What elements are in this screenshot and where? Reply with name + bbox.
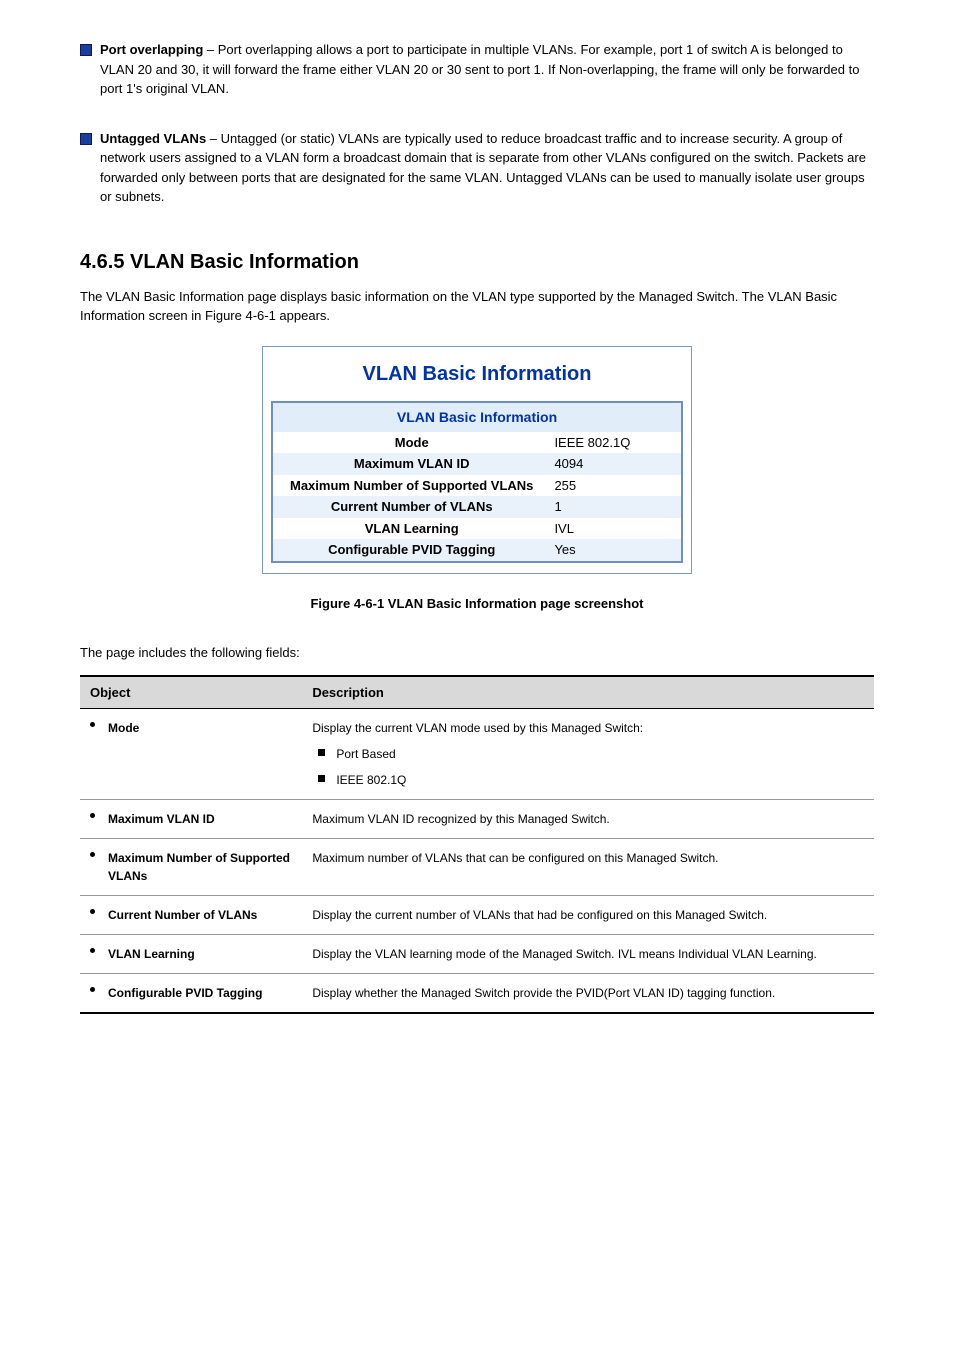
vlan-info-panel: VLAN Basic Information VLAN Basic Inform… <box>262 346 692 574</box>
figure-caption: Figure 4-6-1 VLAN Basic Information page… <box>80 594 874 614</box>
vlan-row: Maximum VLAN ID4094 <box>273 453 681 475</box>
bullet-dot-icon <box>90 813 95 818</box>
object-name: Maximum VLAN ID <box>108 812 215 826</box>
vlan-row-label: Maximum Number of Supported VLANs <box>273 475 550 497</box>
vlan-row-label: Current Number of VLANs <box>273 496 550 518</box>
object-cell: Current Number of VLANs <box>80 896 302 935</box>
sub-item-text: IEEE 802.1Q <box>336 773 406 787</box>
vlan-row: Current Number of VLANs1 <box>273 496 681 518</box>
object-cell: VLAN Learning <box>80 935 302 974</box>
object-name: VLAN Learning <box>108 947 195 961</box>
description-text: Maximum VLAN ID recognized by this Manag… <box>312 810 864 828</box>
obj-rows-container: Mode Display the current VLAN mode used b… <box>80 709 874 1014</box>
object-name: Mode <box>108 721 139 735</box>
table-row: Configurable PVID Tagging Display whether… <box>80 974 874 1014</box>
object-cell: Maximum Number of Supported VLANs <box>80 839 302 896</box>
bullet-dot-icon <box>90 987 95 992</box>
vlan-rows-container: ModeIEEE 802.1QMaximum VLAN ID4094Maximu… <box>273 432 681 561</box>
object-cell: Mode <box>80 709 302 800</box>
description-cell: Maximum VLAN ID recognized by this Manag… <box>302 800 874 839</box>
section-desc: The VLAN Basic Information page displays… <box>80 287 874 326</box>
vlan-row: ModeIEEE 802.1Q <box>273 432 681 454</box>
table-row: VLAN Learning Display the VLAN learning m… <box>80 935 874 974</box>
object-name: Configurable PVID Tagging <box>108 986 262 1000</box>
object-cell: Maximum VLAN ID <box>80 800 302 839</box>
description-cell: Display the VLAN learning mode of the Ma… <box>302 935 874 974</box>
bullet-dot-icon <box>90 852 95 857</box>
table-row: Maximum VLAN ID Maximum VLAN ID recognize… <box>80 800 874 839</box>
vlan-row-value: IVL <box>550 518 681 540</box>
vlan-panel-title: VLAN Basic Information <box>271 359 683 389</box>
vlan-inner-table: VLAN Basic Information ModeIEEE 802.1QMa… <box>271 401 683 563</box>
section-heading: 4.6.5 VLAN Basic Information <box>80 247 874 277</box>
description-text: Maximum number of VLANs that can be conf… <box>312 849 864 867</box>
vlan-inner-header: VLAN Basic Information <box>273 403 681 432</box>
vlan-row: Maximum Number of Supported VLANs255 <box>273 475 681 497</box>
description-cell: Display the current VLAN mode used by th… <box>302 709 874 800</box>
bullet-dot-icon <box>90 948 95 953</box>
object-description-table: Object Description Mode Display the curre… <box>80 675 874 1015</box>
description-text: Display whether the Managed Switch provi… <box>312 984 864 1002</box>
description-text: Display the VLAN learning mode of the Ma… <box>312 945 864 963</box>
vlan-row-value: 1 <box>550 496 681 518</box>
vlan-row: Configurable PVID TaggingYes <box>273 539 681 561</box>
table-row: Mode Display the current VLAN mode used b… <box>80 709 874 800</box>
description-sub-item: Port Based <box>312 745 864 763</box>
fields-intro: The page includes the following fields: <box>80 643 874 663</box>
table-header-object: Object <box>80 676 302 709</box>
bullet-text: – Port overlapping allows a port to part… <box>100 42 859 96</box>
table-row: Current Number of VLANs Display the curre… <box>80 896 874 935</box>
bullet-text: – Untagged (or static) VLANs are typical… <box>100 131 866 205</box>
bullet-icon <box>80 133 92 145</box>
square-bullet-icon <box>318 749 325 756</box>
sub-item-text: Port Based <box>336 747 395 761</box>
vlan-row-label: VLAN Learning <box>273 518 550 540</box>
description-text: Display the current number of VLANs that… <box>312 906 864 924</box>
description-cell: Display whether the Managed Switch provi… <box>302 974 874 1014</box>
vlan-row-value: 4094 <box>550 453 681 475</box>
vlan-row-label: Maximum VLAN ID <box>273 453 550 475</box>
vlan-row-label: Configurable PVID Tagging <box>273 539 550 561</box>
description-cell: Maximum number of VLANs that can be conf… <box>302 839 874 896</box>
bullet-dot-icon <box>90 909 95 914</box>
bullet-icon <box>80 44 92 56</box>
description-cell: Display the current number of VLANs that… <box>302 896 874 935</box>
description-sub-item: IEEE 802.1Q <box>312 771 864 789</box>
object-name: Maximum Number of Supported VLANs <box>108 851 290 883</box>
object-name: Current Number of VLANs <box>108 908 257 922</box>
bullet-title: Port overlapping <box>100 42 203 57</box>
vlan-row-value: 255 <box>550 475 681 497</box>
square-bullet-icon <box>318 775 325 782</box>
table-row: Maximum Number of Supported VLANs Maximum… <box>80 839 874 896</box>
object-cell: Configurable PVID Tagging <box>80 974 302 1014</box>
vlan-row-value: IEEE 802.1Q <box>550 432 681 454</box>
description-text: Display the current VLAN mode used by th… <box>312 719 864 737</box>
bullet-dot-icon <box>90 722 95 727</box>
intro-bullet: Port overlapping – Port overlapping allo… <box>80 40 874 99</box>
bullet-title: Untagged VLANs <box>100 131 206 146</box>
intro-bullet: Untagged VLANs – Untagged (or static) VL… <box>80 129 874 207</box>
vlan-row: VLAN LearningIVL <box>273 518 681 540</box>
table-header-description: Description <box>302 676 874 709</box>
vlan-row-value: Yes <box>550 539 681 561</box>
vlan-row-label: Mode <box>273 432 550 454</box>
